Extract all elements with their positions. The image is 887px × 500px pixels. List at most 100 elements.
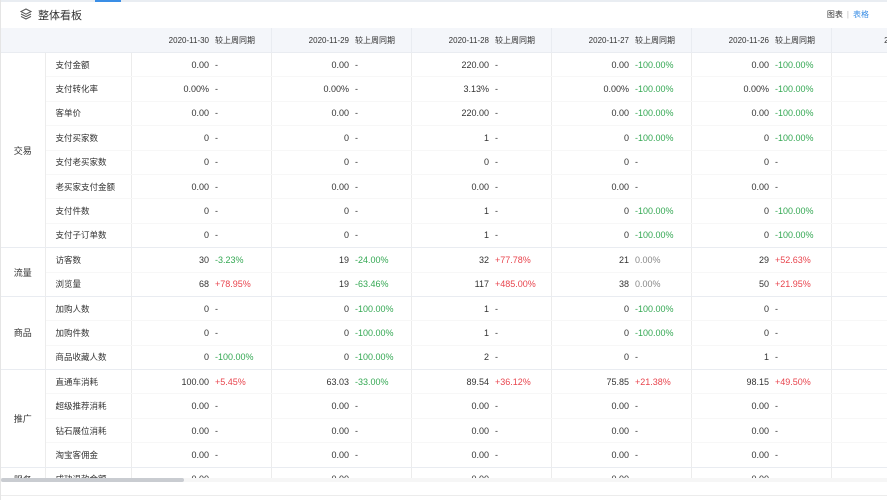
value-cell: 0.00% xyxy=(691,76,773,102)
view-separator: | xyxy=(846,10,849,19)
compare-cell: -100.00% xyxy=(633,296,692,322)
compare-cell: -100.00% xyxy=(773,223,832,249)
compare-cell: +36.12% xyxy=(493,369,552,395)
value-cell: 0.00% xyxy=(131,76,213,102)
value-cell: 0.00 xyxy=(271,52,353,78)
compare-cell: -63.46% xyxy=(353,272,412,297)
group-label: 交易 xyxy=(1,52,46,249)
compare-cell: - xyxy=(493,174,552,200)
value-cell: 3.13% xyxy=(411,76,493,102)
table-row: 支付老买家数 0-0-0-0-0- xyxy=(1,150,887,175)
table-row: 商品 加购人数 0-0 -100.00% 1-0 -100.00% 0- xyxy=(1,296,887,371)
value-cell: 10 xyxy=(831,369,887,395)
compare-cell: - xyxy=(213,174,272,200)
value-cell: 75.85 xyxy=(551,369,633,395)
value-cell: 0 xyxy=(271,296,353,322)
value-cell xyxy=(831,174,887,200)
table-row: 老买家支付金额 0.00-0.00-0.00-0.00-0.00- xyxy=(1,174,887,200)
value-cell: 0.00 xyxy=(131,442,213,468)
value-cell: 0.00 xyxy=(691,174,773,200)
value-cell: 0.00% xyxy=(271,76,353,102)
value-cell: 0.00% xyxy=(551,76,633,102)
metric-label: 客单价 xyxy=(45,101,132,127)
compare-cell: +78.95% xyxy=(213,272,272,297)
value-cell: 21 xyxy=(551,247,633,273)
compare-cell: - xyxy=(633,467,692,478)
compare-cell: - xyxy=(493,101,552,127)
metric-label: 加购人数 xyxy=(45,296,132,322)
value-cell xyxy=(831,247,887,273)
value-cell: 0 xyxy=(131,345,213,371)
metric-label: 支付子订单数 xyxy=(45,223,132,249)
metric-label: 老买家支付金额 xyxy=(45,174,132,200)
value-cell xyxy=(831,418,887,444)
value-cell: 0 xyxy=(831,76,887,102)
value-cell: 0.00 xyxy=(271,442,353,468)
value-cell: 98.15 xyxy=(691,369,773,395)
compare-cell: - xyxy=(213,223,272,249)
compare-cell: - xyxy=(213,150,272,175)
value-cell: 0.00 xyxy=(551,174,633,200)
compare-cell: - xyxy=(353,418,412,444)
value-cell: 0 xyxy=(551,223,633,249)
compare-cell: - xyxy=(353,442,412,468)
compare-cell: - xyxy=(493,467,552,478)
value-cell: 0 xyxy=(271,198,353,224)
column-compare-header: 较上周同期 xyxy=(353,28,412,53)
compare-cell: - xyxy=(493,125,552,151)
value-cell: 0.00 xyxy=(691,393,773,419)
value-cell: 19 xyxy=(271,247,353,273)
value-cell xyxy=(831,101,887,127)
compare-cell: -100.00% xyxy=(353,345,412,371)
value-cell: 0 xyxy=(131,198,213,224)
compare-cell: +21.38% xyxy=(633,369,692,395)
compare-cell: - xyxy=(773,296,832,322)
value-cell: 0.00 xyxy=(691,52,773,78)
compare-cell: - xyxy=(353,223,412,249)
compare-cell: -100.00% xyxy=(633,125,692,151)
value-cell xyxy=(831,150,887,175)
value-cell: 0.00 xyxy=(551,52,633,78)
compare-cell: 0.00% xyxy=(633,247,692,273)
metric-label: 支付金额 xyxy=(45,52,132,78)
metric-label: 支付转化率 xyxy=(45,76,132,102)
table-row: 支付买家数 0-0-1-0 -100.00% 0 -100.00% xyxy=(1,125,887,151)
header-metric-cell xyxy=(45,28,131,53)
compare-cell: - xyxy=(493,296,552,322)
compare-cell: - xyxy=(213,198,272,224)
compare-cell: +52.63% xyxy=(773,247,832,273)
value-cell: 0 xyxy=(691,320,773,346)
horizontal-scrollbar[interactable] xyxy=(1,478,887,482)
table-view-link[interactable]: 表格 xyxy=(853,10,869,19)
value-cell: 29 xyxy=(691,247,773,273)
value-cell: 2 xyxy=(411,345,493,371)
compare-cell: - xyxy=(493,442,552,468)
value-cell: 0.00 xyxy=(551,418,633,444)
chart-view-link[interactable]: 图表 xyxy=(826,10,843,19)
value-cell: 1 xyxy=(691,345,773,371)
value-cell: 19 xyxy=(271,272,353,297)
metric-label: 支付件数 xyxy=(45,198,132,224)
metric-label: 淘宝客佣金 xyxy=(45,442,132,468)
compare-cell: - xyxy=(633,150,692,175)
value-cell xyxy=(831,296,887,322)
bottom-divider xyxy=(1,495,887,496)
compare-cell: - xyxy=(353,174,412,200)
value-cell xyxy=(831,393,887,419)
compare-cell: -100.00% xyxy=(773,125,832,151)
value-cell: 0 xyxy=(691,125,773,151)
compare-cell: - xyxy=(493,76,552,102)
compare-cell: - xyxy=(353,198,412,224)
value-cell: 1 xyxy=(411,320,493,346)
compare-cell: -3.23% xyxy=(213,247,272,273)
value-cell: 89.54 xyxy=(411,369,493,395)
value-cell: 0 xyxy=(131,296,213,322)
value-cell: 0 xyxy=(551,320,633,346)
metric-label: 超级推荐消耗 xyxy=(45,393,132,419)
value-cell xyxy=(831,198,887,224)
data-table-scroll[interactable]: 2020-11-30 较上周同期 2020-11-29 较上周同期 2020-11-28… xyxy=(1,28,887,478)
scrollbar-thumb[interactable] xyxy=(1,478,184,482)
value-cell xyxy=(831,467,887,478)
table-row: 支付子订单数 0-0-1-0 -100.00% 0 -100.00% xyxy=(1,223,887,249)
value-cell: 0.00 xyxy=(411,418,493,444)
